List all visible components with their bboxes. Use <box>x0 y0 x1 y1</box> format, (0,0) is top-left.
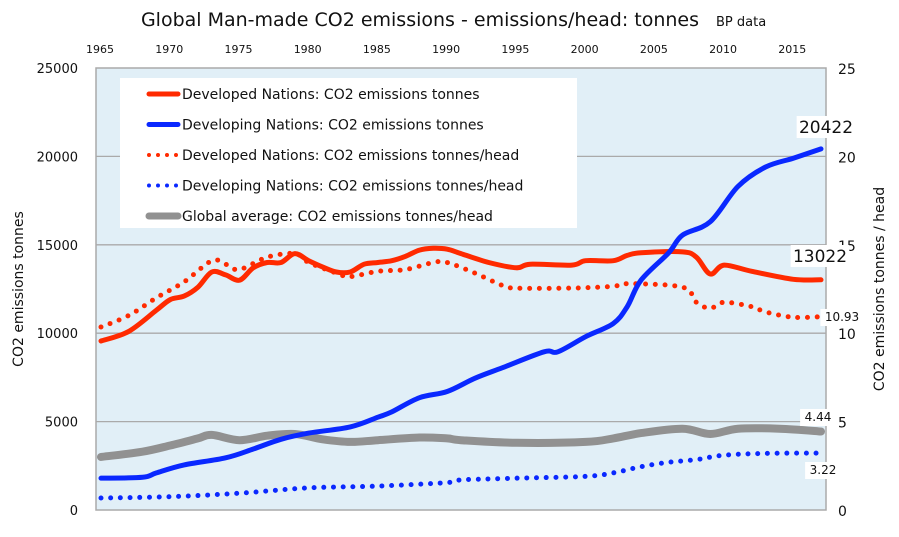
x-tick-label: 1985 <box>363 43 391 56</box>
series-line-0 <box>98 245 824 344</box>
x-tick-label: 2005 <box>640 43 668 56</box>
x-tick-label: 1975 <box>224 43 252 56</box>
series-line-4 <box>97 424 825 461</box>
x-tick-label: 1965 <box>86 43 114 56</box>
x-tick-label: 1990 <box>432 43 460 56</box>
y-axis-ticks: 0 5000 10000 15000 20000 25000 <box>37 62 78 519</box>
y2-tick-label: 25 <box>838 62 856 78</box>
legend-label-2: Developed Nations: CO2 emissions tonnes/… <box>182 148 519 164</box>
legend-box <box>120 78 577 228</box>
y-tick-label: 15000 <box>37 239 78 254</box>
series-line-2 <box>98 250 824 330</box>
y2-axis-label: CO2 emissions tonnes / head <box>872 187 888 391</box>
end-label-bg <box>790 245 850 267</box>
y-tick-label: 25000 <box>37 62 78 77</box>
end-label: 10.93 <box>825 310 859 324</box>
chart-subtitle: BP data <box>716 15 766 30</box>
x-tick-label: 1970 <box>155 43 183 56</box>
end-labels: 20422 13022 10.93 4.44 3.22 <box>790 116 864 479</box>
legend-label-0: Developed Nations: CO2 emissions tonnes <box>182 87 480 103</box>
legend-label-3: Developing Nations: CO2 emissions tonnes… <box>182 179 523 195</box>
end-label: 4.44 <box>805 410 832 424</box>
legend: Developed Nations: CO2 emissions tonnes D… <box>120 78 577 228</box>
series-lines <box>97 146 825 501</box>
legend-label-1: Developing Nations: CO2 emissions tonnes <box>182 118 484 134</box>
x-tick-label: 1995 <box>501 43 529 56</box>
end-label-bg <box>796 116 856 138</box>
end-label-bg <box>800 409 836 426</box>
x-tick-label: 2000 <box>571 43 599 56</box>
end-label: 13022 <box>793 247 847 267</box>
y2-axis-ticks: 0510152025 <box>838 62 856 520</box>
y-axis-label: CO2 emissions tonnes <box>11 211 27 367</box>
chart-title: Global Man-made CO2 emissions - emission… <box>141 9 699 31</box>
y-tick-label: 5000 <box>45 416 78 431</box>
y2-tick-label: 10 <box>838 327 856 343</box>
y-tick-label: 20000 <box>37 150 78 165</box>
x-tick-label: 2010 <box>709 43 737 56</box>
x-tick-label: 2015 <box>778 43 806 56</box>
y-tick-label: 0 <box>70 504 78 519</box>
end-label-bg <box>820 309 864 326</box>
y2-tick-label: 0 <box>838 504 847 520</box>
end-label-bg <box>805 462 841 479</box>
series-line-1 <box>98 146 824 481</box>
end-label: 20422 <box>799 118 853 138</box>
legend-label-4: Global average: CO2 emissions tonnes/hea… <box>182 209 493 225</box>
x-axis-ticks: 1965 1970 1975 1980 1985 1990 1995 2000 2005 2010… <box>86 43 806 56</box>
y2-tick-label: 5 <box>838 416 847 432</box>
y2-tick-label: 20 <box>838 150 856 166</box>
x-tick-label: 1980 <box>294 43 322 56</box>
y-tick-label: 10000 <box>37 327 78 342</box>
end-label: 3.22 <box>810 463 837 477</box>
